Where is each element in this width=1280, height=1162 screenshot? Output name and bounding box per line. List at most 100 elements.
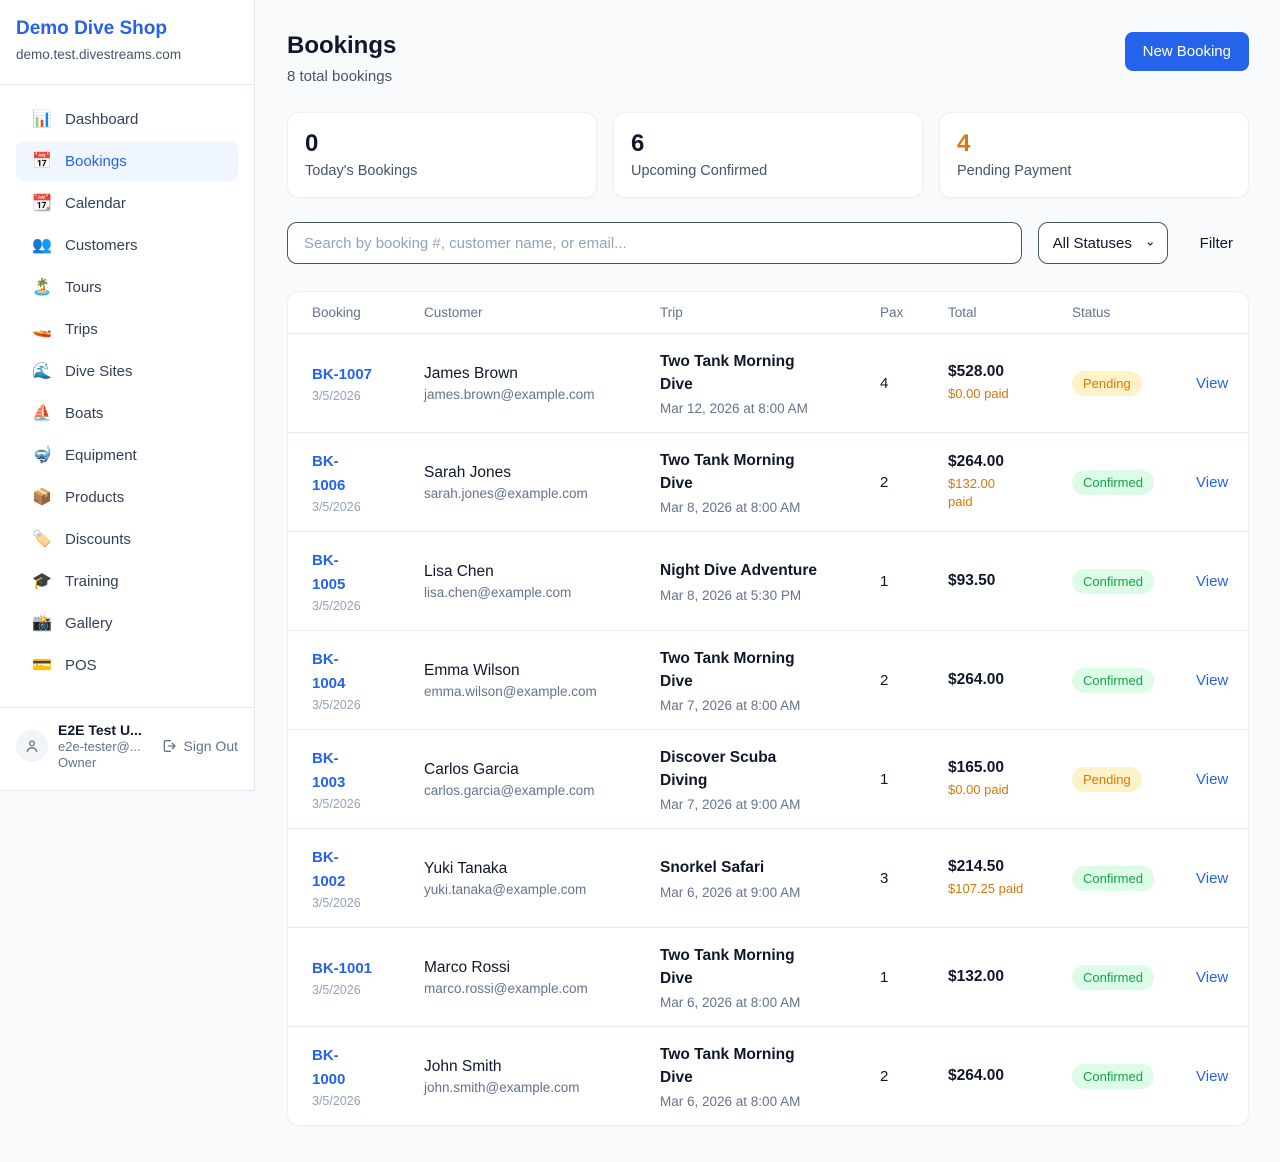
trip-cell: Two Tank Morning Dive Mar 6, 2026 at 8:00… — [660, 944, 880, 1011]
sidebar-item-label: Calendar — [65, 194, 126, 212]
sidebar-item-label: Dashboard — [65, 110, 139, 128]
sidebar-item-dive-sites[interactable]: 🌊 Dive Sites — [16, 351, 238, 391]
total-amount: $264.00 — [948, 1067, 1005, 1084]
wave-icon: 🌊 — [32, 363, 52, 380]
sign-out-button[interactable]: Sign Out — [161, 738, 238, 754]
sign-out-icon — [163, 740, 176, 752]
sidebar-item-discounts[interactable]: 🏷️ Discounts — [16, 519, 238, 559]
view-link[interactable]: View — [1196, 968, 1229, 986]
pax-count: 2 — [880, 671, 889, 689]
total-cell: $264.00 — [948, 1067, 1072, 1085]
table-header-row: Booking Customer Trip Pax Total Status — [288, 292, 1248, 333]
customer-email: carlos.garcia@example.com — [424, 782, 595, 798]
sidebar-item-label: POS — [65, 656, 97, 674]
status-filter-select[interactable]: All Statuses — [1037, 222, 1168, 264]
search-input[interactable] — [287, 222, 1022, 264]
view-link[interactable]: View — [1196, 671, 1229, 689]
status-cell: Pending — [1072, 370, 1196, 396]
sidebar-item-label: Boats — [65, 404, 104, 422]
booking-cell: BK- 1003 3/5/2026 — [312, 747, 424, 811]
page-title: Bookings — [287, 32, 397, 59]
status-cell: Confirmed — [1072, 568, 1196, 594]
column-header-status: Status — [1072, 305, 1111, 320]
column-header-customer: Customer — [424, 305, 483, 320]
sidebar-nav: 📊 Dashboard 📅 Bookings 📆 Calendar 👥 Customers 🏝️… — [0, 85, 254, 697]
table-body: BK-1007 3/5/2026 James Brown james.brown@ex… — [288, 333, 1248, 1125]
diving-mask-icon: 🤿 — [32, 447, 52, 464]
booking-id-link[interactable]: BK- 1005 — [312, 552, 346, 593]
booking-id-link[interactable]: BK-1007 — [312, 365, 373, 383]
pax-count: 1 — [880, 968, 889, 986]
user-name: E2E Test U... — [58, 722, 142, 738]
trip-datetime: Mar 12, 2026 at 8:00 AM — [660, 401, 808, 417]
customer-cell: Carlos Garcia carlos.garcia@example.com — [424, 761, 660, 798]
customer-email: james.brown@example.com — [424, 386, 595, 402]
sidebar-item-label: Customers — [65, 236, 138, 254]
booking-id-link[interactable]: BK- 1006 — [312, 453, 346, 494]
booking-cell: BK-1007 3/5/2026 — [312, 363, 424, 403]
sidebar-item-customers[interactable]: 👥 Customers — [16, 225, 238, 265]
trip-datetime: Mar 6, 2026 at 8:00 AM — [660, 995, 801, 1011]
sidebar-item-products[interactable]: 📦 Products — [16, 477, 238, 517]
stat-card-today-s-bookings: 0 Today's Bookings — [287, 112, 597, 198]
customer-cell: Lisa Chen lisa.chen@example.com — [424, 563, 660, 600]
total-cell: $214.50 $107.25 paid — [948, 858, 1072, 898]
booking-id-link[interactable]: BK- 1002 — [312, 849, 346, 890]
status-cell: Confirmed — [1072, 667, 1196, 693]
sidebar-item-training[interactable]: 🎓 Training — [16, 561, 238, 601]
pax-count: 1 — [880, 770, 889, 788]
view-link[interactable]: View — [1196, 1067, 1229, 1085]
column-header-booking: Booking — [312, 305, 361, 320]
sidebar-item-calendar[interactable]: 📆 Calendar — [16, 183, 238, 223]
trip-datetime: Mar 6, 2026 at 8:00 AM — [660, 1094, 801, 1110]
trip-name: Night Dive Adventure — [660, 562, 818, 580]
filter-button[interactable]: Filter — [1184, 235, 1249, 252]
pax-count: 3 — [880, 869, 889, 887]
sidebar-item-trips[interactable]: 🚤 Trips — [16, 309, 238, 349]
trip-cell: Two Tank Morning Dive Mar 7, 2026 at 8:00… — [660, 647, 880, 714]
sidebar-item-boats[interactable]: ⛵ Boats — [16, 393, 238, 433]
booking-cell: BK- 1000 3/5/2026 — [312, 1044, 424, 1108]
view-link[interactable]: View — [1196, 869, 1229, 887]
booking-id-link[interactable]: BK- 1004 — [312, 651, 346, 692]
sidebar-item-dashboard[interactable]: 📊 Dashboard — [16, 99, 238, 139]
sidebar-item-gallery[interactable]: 📸 Gallery — [16, 603, 238, 643]
status-cell: Confirmed — [1072, 865, 1196, 891]
main-content: Bookings 8 total bookings New Booking 0 T… — [255, 0, 1280, 1126]
sidebar-item-equipment[interactable]: 🤿 Equipment — [16, 435, 238, 475]
booking-id-link[interactable]: BK-1001 — [312, 959, 373, 977]
customer-cell: John Smith john.smith@example.com — [424, 1058, 660, 1095]
sidebar-item-tours[interactable]: 🏝️ Tours — [16, 267, 238, 307]
pax-count: 4 — [880, 374, 889, 392]
pax-count: 1 — [880, 572, 889, 590]
status-badge: Confirmed — [1072, 1063, 1154, 1089]
total-cell: $132.00 — [948, 968, 1072, 986]
status-badge: Confirmed — [1072, 865, 1154, 891]
shop-name: Demo Dive Shop — [16, 18, 167, 39]
page-header-text: Bookings 8 total bookings — [287, 32, 396, 85]
booking-id-link[interactable]: BK- 1003 — [312, 750, 346, 791]
user-role: Owner — [58, 755, 97, 770]
customer-cell: James Brown james.brown@example.com — [424, 365, 660, 402]
stat-card-upcoming-confirmed: 6 Upcoming Confirmed — [613, 112, 923, 198]
view-link[interactable]: View — [1196, 473, 1229, 491]
trip-name: Two Tank Morning Dive — [660, 352, 795, 393]
status-cell: Confirmed — [1072, 469, 1196, 495]
view-link[interactable]: View — [1196, 374, 1229, 392]
sidebar-item-bookings[interactable]: 📅 Bookings — [16, 141, 238, 181]
filter-row: All Statuses ⌄ Filter — [287, 222, 1249, 264]
booking-date: 3/5/2026 — [312, 598, 361, 613]
pax-count: 2 — [880, 473, 889, 491]
sidebar-item-label: Equipment — [65, 446, 137, 464]
view-link[interactable]: View — [1196, 770, 1229, 788]
column-header-total: Total — [948, 305, 977, 320]
trip-datetime: Mar 8, 2026 at 5:30 PM — [660, 587, 802, 603]
booking-id-link[interactable]: BK- 1000 — [312, 1047, 346, 1088]
sidebar-item-pos[interactable]: 💳 POS — [16, 645, 238, 685]
stats-row: 0 Today's Bookings 6 Upcoming Confirmed 4 Pen… — [287, 112, 1249, 198]
new-booking-button[interactable]: New Booking — [1124, 32, 1249, 71]
user-info: E2E Test U... e2e-tester@... Owner — [58, 722, 151, 770]
view-link[interactable]: View — [1196, 572, 1229, 590]
booking-date: 3/5/2026 — [312, 697, 361, 712]
sidebar-item-label: Tours — [65, 278, 102, 296]
